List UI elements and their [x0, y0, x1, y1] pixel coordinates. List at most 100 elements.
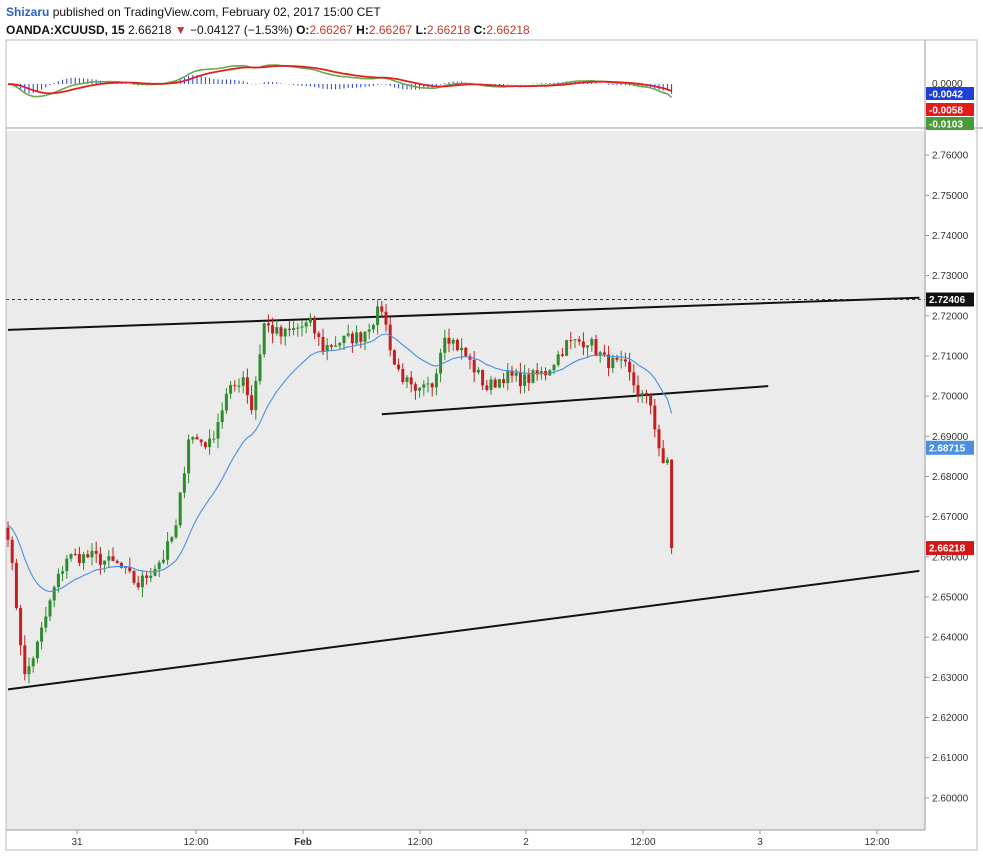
- candle-body: [149, 575, 153, 578]
- candle-body: [187, 439, 191, 474]
- price-tag-bg: [926, 292, 974, 307]
- candle-body: [346, 333, 350, 336]
- ohlc-line: OANDA:XCUUSD, 15 2.66218 ▼ −0.04127 (−1.…: [6, 21, 976, 39]
- candle-body: [44, 616, 48, 628]
- candle-body: [380, 306, 384, 312]
- candle-body: [565, 340, 569, 356]
- candle-body: [35, 641, 39, 659]
- price-tick-label: 2.62000: [932, 713, 969, 724]
- candle-body: [590, 339, 594, 346]
- candle-body: [665, 459, 669, 464]
- candle-body: [65, 558, 69, 572]
- price-tick-label: 2.71000: [932, 351, 969, 362]
- candle-body: [523, 374, 527, 387]
- candle-body: [363, 331, 367, 342]
- candle-body: [413, 384, 417, 391]
- candle-body: [19, 607, 23, 646]
- candle-body: [569, 340, 573, 342]
- chart-frame: [5, 39, 978, 851]
- candle-body: [527, 374, 531, 383]
- candle-body: [464, 347, 468, 357]
- candle-body: [157, 562, 161, 570]
- candle-body: [376, 306, 380, 325]
- candle-body: [313, 317, 317, 334]
- candle-body: [397, 364, 401, 370]
- publish-line: Shizaru published on TradingView.com, Fe…: [6, 3, 976, 21]
- candle-body: [241, 377, 245, 386]
- candle-body: [271, 325, 275, 334]
- candle-body: [636, 385, 640, 396]
- candle-body: [90, 550, 94, 558]
- candle-body: [140, 575, 144, 588]
- trendline: [381, 385, 769, 416]
- price-tick-label: 2.61000: [932, 753, 969, 764]
- candle-body: [275, 327, 279, 334]
- candle-body: [581, 341, 585, 348]
- ema-line: [7, 333, 673, 593]
- candle-body: [552, 364, 556, 371]
- candle-body: [69, 553, 73, 559]
- indicator-tag-bg: [926, 87, 974, 100]
- candle-body: [233, 385, 237, 387]
- candle-body: [510, 371, 514, 376]
- price-tick-label: 2.69000: [932, 432, 969, 443]
- candle-body: [640, 392, 644, 396]
- candle-body: [573, 339, 577, 341]
- price-tag-bg: [926, 440, 974, 455]
- candle-body: [502, 379, 506, 384]
- indicator-axis[interactable]: 0.0000: [932, 79, 963, 90]
- candle-body: [73, 553, 77, 555]
- candle-body: [489, 379, 493, 390]
- price-tick-label: 2.72000: [932, 311, 969, 322]
- price-tag-label: 2.66218: [929, 544, 966, 555]
- candle-body: [94, 550, 98, 554]
- candle-body: [560, 354, 564, 356]
- close-label: C:: [473, 23, 487, 37]
- candle-body: [279, 327, 283, 337]
- candle-body: [191, 437, 195, 440]
- price-tick-label: 2.75000: [932, 191, 969, 202]
- candle-body: [434, 373, 438, 388]
- candle-body: [615, 357, 619, 360]
- candle-body: [245, 377, 249, 396]
- candle-body: [443, 337, 447, 353]
- high-value: 2.66267: [368, 23, 413, 37]
- candle-body: [237, 385, 241, 387]
- candle-body: [103, 560, 107, 565]
- candle-body: [611, 357, 615, 369]
- last-price: 2.66218: [128, 23, 172, 37]
- indicator-zero-label: 0.0000: [932, 79, 963, 90]
- price-tick-label: 2.68000: [932, 472, 969, 483]
- candle-body: [661, 448, 665, 464]
- candle-body: [334, 345, 338, 347]
- main-pane[interactable]: [6, 131, 925, 830]
- candle-body: [447, 337, 451, 344]
- price-axis[interactable]: 2.76000 2.75000 2.74000 2.73000 2.72000 2.710…: [925, 151, 969, 805]
- author-link[interactable]: Shizaru: [6, 5, 50, 19]
- candle-body: [296, 327, 300, 329]
- candle-body: [468, 356, 472, 360]
- candle-body: [161, 559, 165, 563]
- candle-body: [657, 429, 661, 449]
- indicator-tag-label: -0.0042: [929, 90, 963, 101]
- candle-body: [287, 328, 291, 330]
- candle-body: [52, 587, 56, 601]
- candle-body: [182, 473, 186, 493]
- candle-body: [384, 311, 388, 325]
- candle-body: [250, 395, 254, 411]
- time-tick-label: 12:00: [183, 837, 208, 848]
- trendlines[interactable]: [7, 296, 920, 691]
- open-label: O:: [296, 23, 310, 37]
- time-tick-label: 12:00: [630, 837, 655, 848]
- candle-body: [317, 333, 321, 337]
- price-tick-label: 2.63000: [932, 673, 969, 684]
- candle-body: [598, 352, 602, 356]
- time-axis[interactable]: 31 12:00 Feb 12:00 2 12:00 3 12:00: [71, 830, 890, 848]
- price-tick-label: 2.67000: [932, 512, 969, 523]
- candle-body: [401, 369, 405, 382]
- candle-body: [145, 575, 149, 578]
- candle-body: [208, 438, 212, 448]
- candle-body: [535, 370, 539, 375]
- candle-body: [77, 554, 81, 564]
